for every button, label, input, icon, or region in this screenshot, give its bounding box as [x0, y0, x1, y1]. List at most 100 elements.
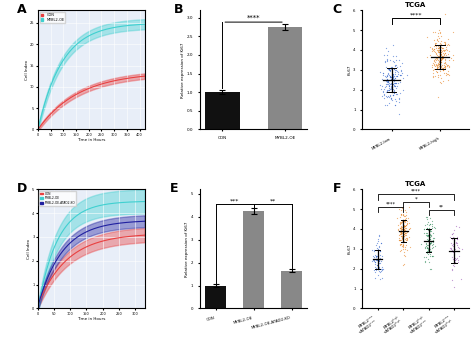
Point — [386, 92, 393, 98]
Point — [437, 40, 444, 45]
Point — [391, 82, 398, 88]
Point — [435, 55, 443, 60]
Point — [393, 68, 401, 74]
Point — [387, 76, 395, 82]
Point — [380, 77, 387, 83]
Point — [427, 249, 435, 254]
Point — [392, 73, 400, 79]
Point — [372, 254, 380, 259]
Point — [438, 45, 446, 51]
Point — [426, 44, 434, 49]
Point — [439, 67, 447, 73]
Point — [428, 218, 436, 224]
Point — [386, 67, 393, 73]
Point — [434, 33, 442, 38]
Point — [422, 242, 430, 247]
Point — [453, 235, 461, 240]
Text: *: * — [414, 197, 417, 201]
Point — [429, 30, 437, 35]
Point — [388, 73, 395, 78]
Point — [375, 258, 383, 263]
Point — [390, 86, 397, 91]
Point — [437, 59, 445, 65]
Point — [423, 244, 431, 250]
Point — [370, 257, 378, 262]
Point — [390, 58, 397, 63]
Point — [374, 258, 382, 263]
Point — [450, 249, 458, 254]
Point — [386, 73, 394, 78]
Point — [435, 42, 443, 47]
Point — [401, 231, 408, 236]
Point — [453, 257, 460, 262]
Point — [391, 66, 398, 72]
Point — [424, 232, 432, 238]
Point — [384, 71, 392, 76]
Point — [400, 218, 407, 223]
Y-axis label: Cell Index: Cell Index — [25, 60, 28, 80]
Point — [436, 49, 443, 55]
Point — [373, 266, 380, 272]
Point — [399, 241, 407, 246]
Point — [437, 29, 444, 35]
Point — [398, 235, 406, 241]
Point — [396, 225, 403, 231]
Point — [383, 78, 391, 83]
Text: **: ** — [270, 198, 276, 203]
Point — [405, 220, 413, 225]
Point — [385, 94, 393, 100]
Point — [385, 80, 392, 85]
Point — [427, 241, 434, 246]
Point — [427, 239, 435, 244]
Point — [428, 254, 436, 259]
Point — [429, 70, 437, 75]
Point — [379, 72, 387, 77]
Point — [379, 70, 387, 76]
Point — [374, 253, 381, 258]
Point — [450, 250, 458, 255]
Point — [399, 220, 407, 225]
Point — [434, 57, 441, 62]
Point — [423, 230, 430, 235]
Point — [385, 100, 392, 105]
Point — [382, 45, 390, 51]
Point — [426, 260, 433, 265]
Point — [400, 218, 407, 223]
Point — [380, 92, 388, 97]
Text: ****: **** — [385, 201, 395, 206]
Point — [447, 55, 455, 61]
Point — [392, 62, 400, 68]
Point — [437, 41, 445, 47]
Point — [377, 258, 384, 264]
Point — [434, 57, 441, 62]
Y-axis label: Ki-67: Ki-67 — [347, 65, 352, 75]
Point — [374, 260, 381, 266]
Text: ****: **** — [411, 188, 421, 194]
Point — [438, 33, 445, 39]
Point — [432, 51, 440, 56]
Point — [454, 244, 461, 249]
Point — [383, 57, 391, 62]
Point — [397, 67, 405, 73]
Point — [437, 59, 445, 64]
Point — [439, 65, 447, 71]
Point — [441, 59, 449, 64]
Point — [384, 81, 392, 87]
Point — [375, 258, 383, 263]
Point — [433, 61, 440, 66]
Point — [385, 67, 392, 73]
Point — [396, 64, 403, 69]
Point — [437, 58, 444, 63]
Point — [387, 65, 394, 71]
Point — [383, 78, 391, 83]
Point — [378, 267, 385, 273]
Text: D: D — [17, 182, 27, 195]
Point — [381, 60, 389, 65]
Point — [388, 88, 396, 94]
Text: C: C — [333, 3, 342, 16]
Legend: CON, MYBL2-OE, MYBL2-OE-ATAD2-KO: CON, MYBL2-OE, MYBL2-OE-ATAD2-KO — [39, 191, 76, 206]
Point — [383, 79, 391, 85]
Point — [423, 245, 431, 251]
Point — [399, 217, 407, 223]
Point — [454, 242, 461, 248]
